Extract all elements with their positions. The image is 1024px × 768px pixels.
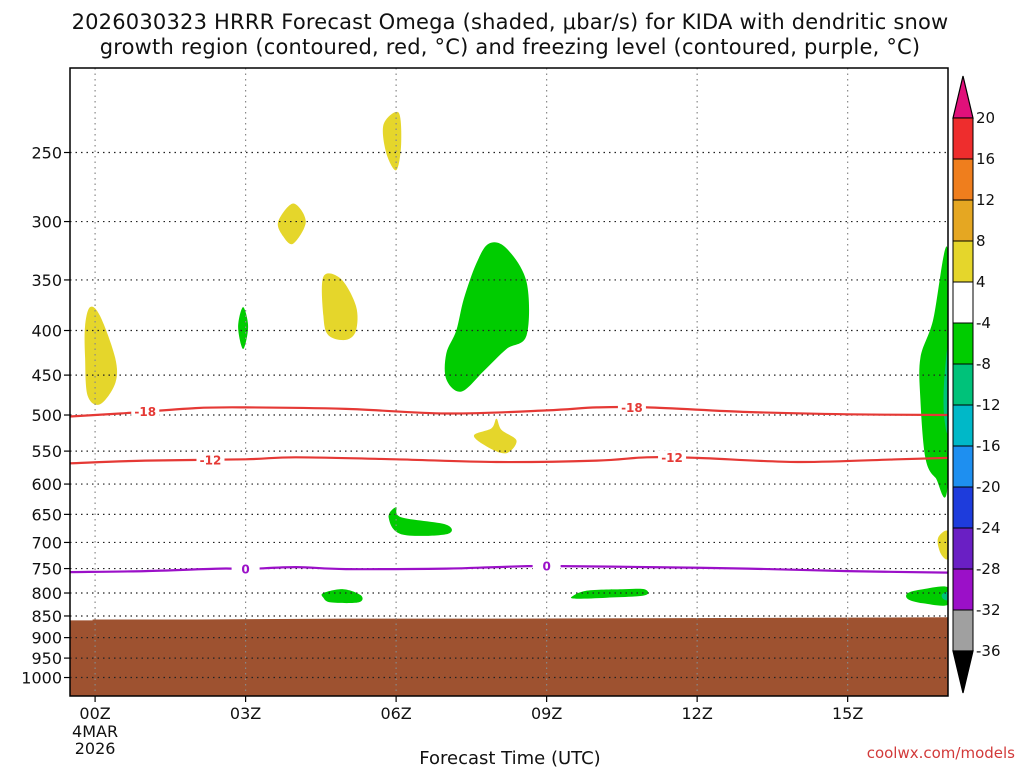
colorbar-tick-label-1: 20 [976,109,995,127]
grid-lines [70,68,948,696]
contour-label-bg [532,559,561,574]
contour-line-1 [70,405,948,418]
colorbar-tick-label-11: -24 [976,519,1001,537]
contour-label-1-1: -18 [134,405,156,419]
omega-region-positive-4 [321,273,358,341]
colorbar-min-arrow [952,650,974,694]
omega-region-positive-1 [84,306,118,405]
x-tick-label-06Z: 06Z [380,704,411,723]
x-tick-label-09Z: 09Z [531,704,562,723]
colorbar-band-3 [952,199,974,242]
colorbar-tick-label-9: -16 [976,437,1001,455]
contour-label-2-1: -12 [200,453,222,467]
contour-label-bg [617,400,646,415]
colorbar-band-2 [952,158,974,201]
colorbar-band-12 [952,568,974,611]
colorbar-tick-label-4: 8 [976,232,986,250]
chart-title-line-2: growth region (contoured, red, °C) and f… [100,35,921,59]
omega-region-negative-14 [943,347,948,434]
y-tick-label-850: 850 [31,607,62,626]
contour-line-3 [70,564,948,574]
x-tick-label-00Z: 00Z [79,704,110,723]
colorbar-band-10 [952,486,974,529]
colorbar-tick-label-12: -28 [976,560,1001,578]
contour-label-3-1: 0 [241,563,249,577]
chart-title-line-1: 2026030323 HRRR Forecast Omega (shaded, … [72,10,949,34]
contour-label-bg [196,452,225,467]
colorbar-band-8 [952,404,974,447]
contour-lines: -18 -18 -12 -12 0 0 [70,400,948,577]
omega-region-negative-15 [941,591,948,601]
colorbar-band-7 [952,363,974,406]
omega-region-positive-2 [277,203,306,245]
omega-region-positive-5 [473,418,517,454]
plot-frame [69,67,949,697]
y-tick-label-350: 350 [31,271,62,290]
colorbar-band-4 [952,240,974,283]
contour-label-2-2: -12 [661,451,683,465]
omega-region-positive-6 [937,530,948,560]
contour-label-bg [231,562,260,577]
colorbar-tick-label-6: -4 [976,314,991,332]
y-tick-label-450: 450 [31,366,62,385]
colorbar: 20 16 12 8 4 -4 -8 -12 -16 -20 -24 -28 -32 -36 [952,75,1001,694]
colorbar-max-arrow [952,75,974,119]
y-tick-label-400: 400 [31,322,62,341]
colorbar-tick-label-2: 16 [976,150,995,168]
contour-line-2 [70,455,948,465]
y-axis: 250 300 350 400 450 500 550 600 650 700 750 800 850 9… [21,144,70,688]
omega-shading [84,111,948,606]
colorbar-band-6 [952,322,974,365]
x-tick-sublabel-2: 2026 [75,739,116,758]
y-tick-label-1000: 1000 [21,669,62,688]
colorbar-tick-label-14: -36 [976,642,1001,660]
omega-region-negative-9 [388,507,452,536]
y-tick-label-950: 950 [31,649,62,668]
y-tick-label-500: 500 [31,406,62,425]
x-axis-title: Forecast Time (UTC) [419,748,600,768]
omega-region-negative-13 [919,246,948,498]
terrain-layer [70,617,948,696]
y-tick-label-600: 600 [31,475,62,494]
x-tick-sublabel-1: 4MAR [72,722,118,741]
colorbar-tick-label-10: -20 [976,478,1001,496]
colorbar-tick-label-13: -32 [976,601,1001,619]
omega-region-negative-10 [321,589,363,604]
colorbar-band-13 [952,609,974,652]
colorbar-band-9 [952,445,974,488]
contour-label-bg [131,404,160,419]
colorbar-tick-label-3: 12 [976,191,995,209]
credit-link[interactable]: coolwx.com/models [867,744,1015,762]
omega-region-negative-7 [238,307,249,349]
omega-region-negative-12 [906,586,948,606]
contour-label-1-2: -18 [621,401,643,415]
y-tick-label-650: 650 [31,505,62,524]
colorbar-tick-label-8: -12 [976,396,1001,414]
terrain-fill [70,617,948,696]
x-tick-label-03Z: 03Z [230,704,261,723]
y-tick-label-900: 900 [31,629,62,648]
omega-region-negative-11 [570,588,649,599]
colorbar-tick-label-5: 4 [976,273,986,291]
omega-region-positive-3 [382,111,402,171]
y-tick-label-550: 550 [31,442,62,461]
y-tick-label-300: 300 [31,213,62,232]
colorbar-band-5 [952,281,974,324]
colorbar-tick-label-7: -8 [976,355,991,373]
x-tick-label-15Z: 15Z [832,704,863,723]
y-tick-label-700: 700 [31,533,62,552]
omega-region-negative-8 [444,242,530,392]
contour-label-bg [658,450,687,465]
y-tick-label-250: 250 [31,144,62,163]
contour-label-3-2: 0 [542,560,550,574]
x-tick-label-12Z: 12Z [681,704,712,723]
colorbar-band-1 [952,117,974,160]
y-tick-label-750: 750 [31,560,62,579]
colorbar-band-11 [952,527,974,570]
y-tick-label-800: 800 [31,584,62,603]
